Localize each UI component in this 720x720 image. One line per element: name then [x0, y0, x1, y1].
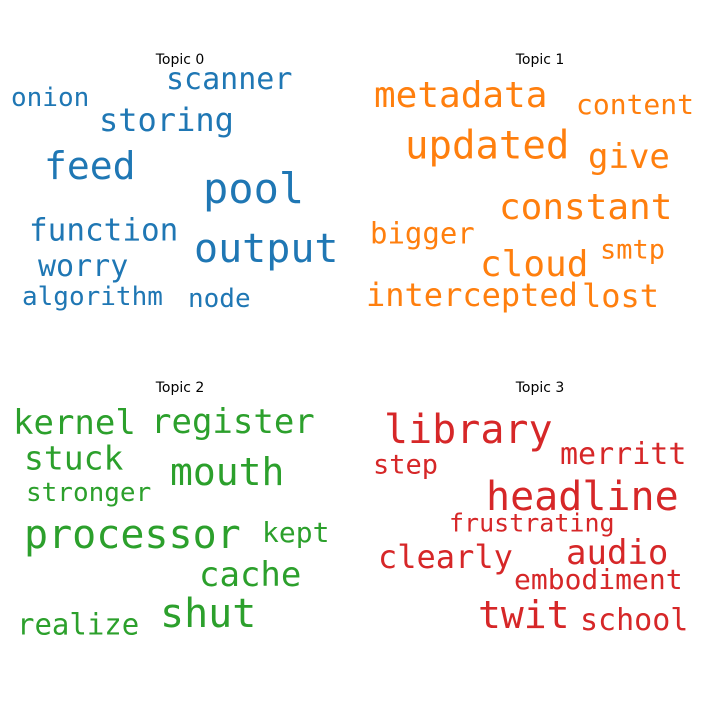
word-feed: feed [44, 144, 136, 188]
word-processor: processor [24, 512, 241, 558]
word-cache: cache [199, 555, 302, 595]
word-content: content [576, 88, 695, 121]
word-stuck: stuck [24, 438, 124, 478]
word-headline: headline [486, 474, 679, 520]
word-register: register [151, 402, 315, 442]
word-frustrating: frustrating [449, 508, 615, 538]
word-bigger: bigger [370, 216, 475, 251]
word-audio: audio [566, 533, 669, 573]
word-merritt: merritt [560, 437, 687, 472]
word-smtp: smtp [600, 234, 666, 266]
panel-title: Topic 0 [155, 52, 205, 68]
word-give: give [588, 137, 670, 177]
word-cloud: cloud [480, 244, 589, 285]
word-embodiment: embodiment [514, 563, 683, 596]
word-kept: kept [262, 516, 330, 549]
panel-title: Topic 2 [155, 380, 205, 396]
topic-panel-2: Topic 2 processor mouth shut register kernel… [0, 328, 360, 688]
word-realize: realize [17, 607, 140, 642]
word-clearly: clearly [378, 538, 513, 576]
topic-panel-0: Topic 0 pool output feed storing scanner func… [0, 0, 360, 360]
word-intercepted: intercepted [366, 276, 578, 314]
word-function: function [29, 212, 179, 249]
word-scanner: scanner [166, 62, 293, 97]
word-school: school [580, 603, 689, 638]
word-pool: pool [203, 164, 305, 213]
panel-title: Topic 3 [515, 380, 565, 396]
word-twit: twit [478, 593, 570, 637]
word-step: step [373, 449, 439, 481]
panel-title: Topic 1 [515, 52, 565, 68]
word-kernel: kernel [13, 403, 136, 443]
word-node: node [188, 284, 251, 314]
word-output: output [194, 226, 339, 272]
word-mouth: mouth [170, 450, 285, 494]
word-onion: onion [11, 83, 90, 113]
word-library: library [384, 407, 553, 453]
word-stronger: stronger [26, 478, 152, 508]
word-algorithm: algorithm [22, 282, 163, 312]
word-shut: shut [160, 591, 257, 637]
word-storing: storing [99, 101, 234, 139]
word-metadata: metadata [374, 75, 548, 116]
topic-panel-1: Topic 1 updated metadata constant give cloud… [360, 0, 720, 360]
word-lost: lost [582, 277, 660, 315]
word-worry: worry [38, 249, 129, 284]
word-updated: updated [405, 123, 570, 169]
word-constant: constant [499, 187, 673, 228]
topic-panel-3: Topic 3 headline library twit audio clearly m… [360, 328, 720, 688]
